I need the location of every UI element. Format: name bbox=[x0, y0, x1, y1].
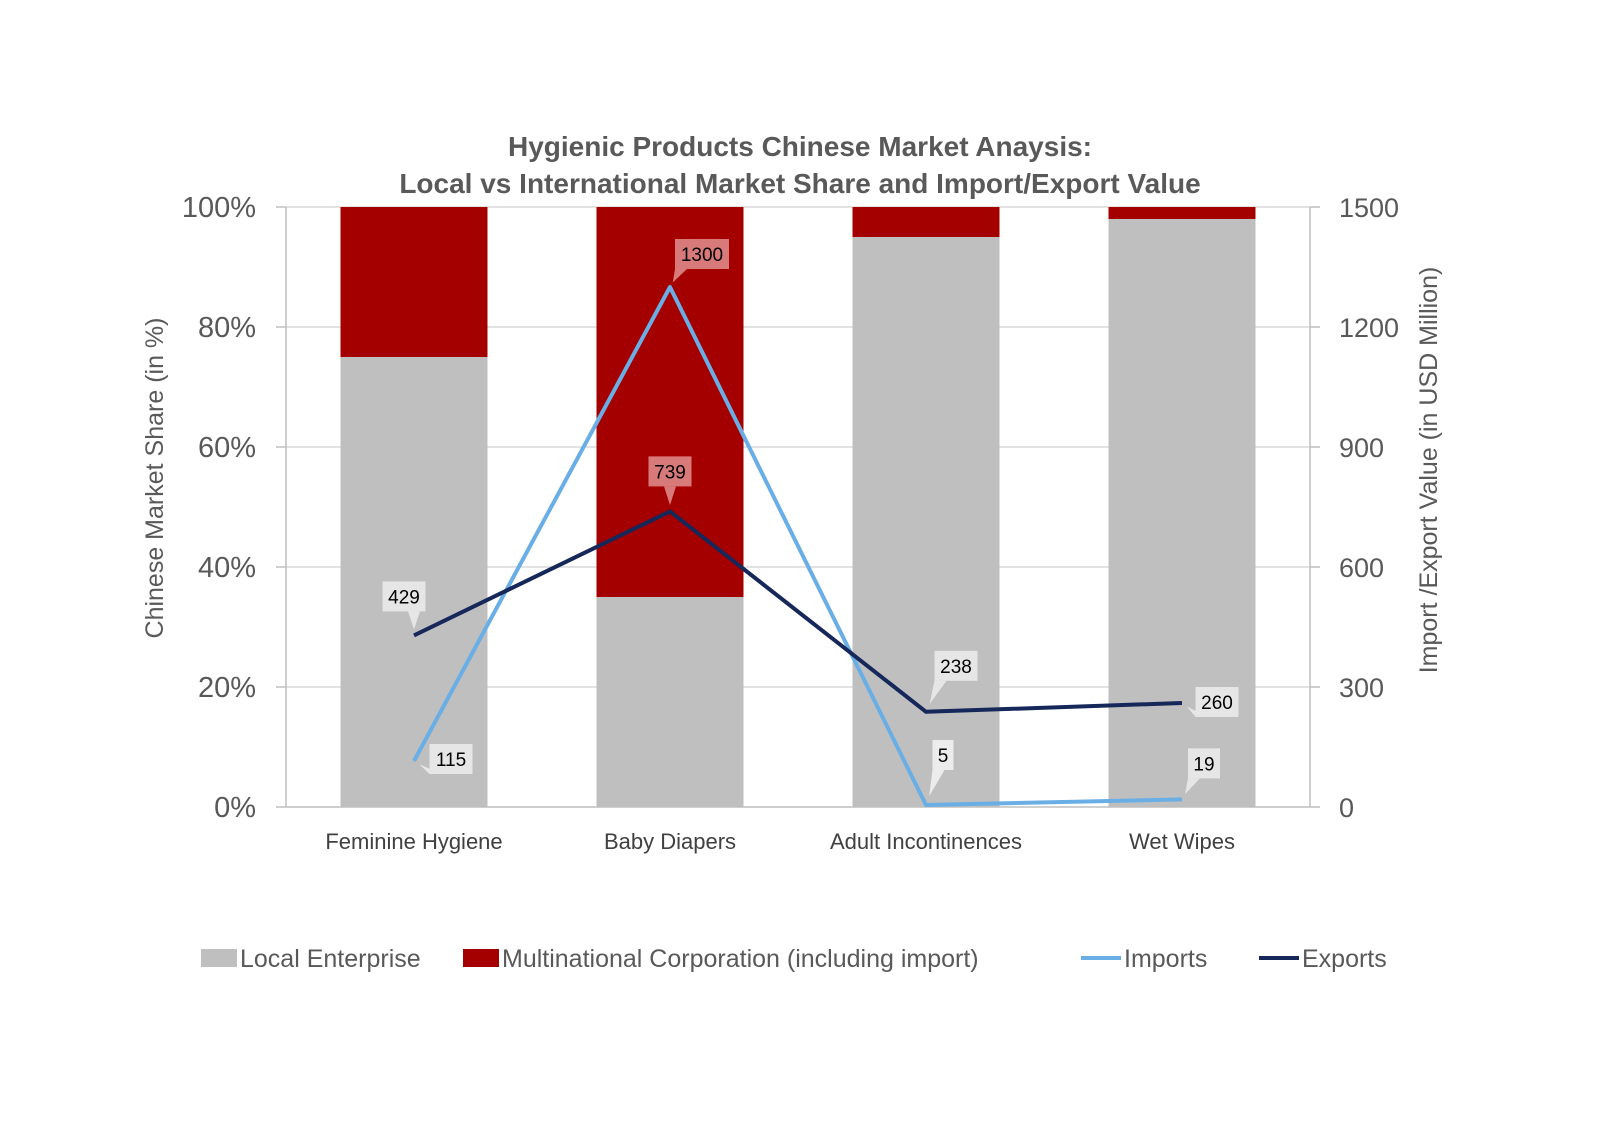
x-tick-label: Feminine Hygiene bbox=[325, 829, 502, 854]
data-label-exports: 260 bbox=[1201, 693, 1233, 714]
bar-multinational bbox=[1108, 207, 1256, 219]
data-label-pointer bbox=[929, 770, 945, 797]
y-axis-right-title: Import /Export Value (in USD Million) bbox=[1415, 267, 1443, 674]
legend-label: Imports bbox=[1124, 945, 1207, 973]
x-tick-label: Adult Incontinences bbox=[830, 829, 1022, 854]
y-right-tick-label: 900 bbox=[1339, 433, 1384, 463]
y-right-tick-label: 1200 bbox=[1339, 313, 1399, 343]
y-left-tick-label: 100% bbox=[182, 192, 256, 224]
data-label-imports: 19 bbox=[1193, 754, 1214, 775]
data-label-pointer bbox=[664, 486, 676, 506]
data-label-exports: 739 bbox=[654, 462, 686, 483]
legend: Local Enterprise Multinational Corporatio… bbox=[201, 945, 1387, 973]
y-left-tick-label: 60% bbox=[198, 432, 256, 464]
data-label-box bbox=[1188, 748, 1220, 779]
y-axis-left-title: Chinese Market Share (in %) bbox=[141, 318, 169, 639]
data-label-imports: 5 bbox=[938, 746, 949, 767]
y-right-tick-label: 300 bbox=[1339, 673, 1384, 703]
chart-title: Hygienic Products Chinese Market Anaysis… bbox=[399, 131, 1200, 199]
data-label-imports: 1300 bbox=[681, 245, 723, 266]
legend-swatch bbox=[463, 949, 499, 967]
series-lines bbox=[412, 285, 1183, 807]
data-label-imports: 115 bbox=[436, 750, 466, 771]
data-label-box bbox=[932, 740, 954, 770]
line-imports bbox=[412, 285, 1183, 807]
data-label-box bbox=[675, 239, 729, 269]
y-left-tick-label: 80% bbox=[198, 312, 256, 344]
y-right-tick-label: 600 bbox=[1339, 553, 1384, 583]
data-labels: 115 1300 5 19 429 739 238 260 bbox=[382, 239, 1239, 797]
data-label-pointer bbox=[672, 269, 687, 283]
data-label-box bbox=[1195, 687, 1239, 717]
data-label-box bbox=[429, 744, 473, 774]
bar-multinational bbox=[596, 207, 744, 597]
legend-label: Local Enterprise bbox=[240, 945, 421, 973]
y-left-tick-label: 20% bbox=[198, 672, 256, 704]
y-right-tick-label: 1500 bbox=[1339, 193, 1399, 223]
bar-multinational bbox=[340, 207, 488, 357]
data-label-exports: 238 bbox=[940, 657, 972, 678]
chart-title-line-1: Hygienic Products Chinese Market Anaysis… bbox=[508, 131, 1092, 162]
bar-local bbox=[852, 237, 1000, 807]
data-label-box bbox=[648, 456, 692, 487]
data-label-pointer bbox=[1185, 778, 1200, 795]
data-label-pointer bbox=[408, 611, 420, 630]
legend-label: Exports bbox=[1302, 945, 1387, 973]
legend-swatch bbox=[201, 949, 237, 967]
bars bbox=[340, 207, 1256, 807]
data-label-exports: 429 bbox=[388, 587, 420, 608]
y-right-tick-label: 0 bbox=[1339, 793, 1354, 823]
chart-title-line-2: Local vs International Market Share and … bbox=[399, 168, 1200, 199]
data-label-box bbox=[934, 650, 978, 681]
axes: 0% 0 20% 300 40% 600 60% 900 80% 1200 100% 1500 Femi… bbox=[182, 192, 1399, 854]
y-left-tick-label: 40% bbox=[198, 552, 256, 584]
bar-multinational bbox=[852, 207, 1000, 237]
x-tick-label: Wet Wipes bbox=[1129, 829, 1235, 854]
line-exports bbox=[413, 509, 1183, 714]
data-label-box bbox=[382, 581, 426, 612]
bar-local bbox=[1108, 219, 1256, 807]
data-label-pointer bbox=[929, 680, 947, 705]
bar-local bbox=[596, 597, 744, 807]
legend-label: Multinational Corporation (including imp… bbox=[502, 945, 979, 973]
x-tick-label: Baby Diapers bbox=[604, 829, 736, 854]
y-left-tick-label: 0% bbox=[214, 792, 256, 824]
